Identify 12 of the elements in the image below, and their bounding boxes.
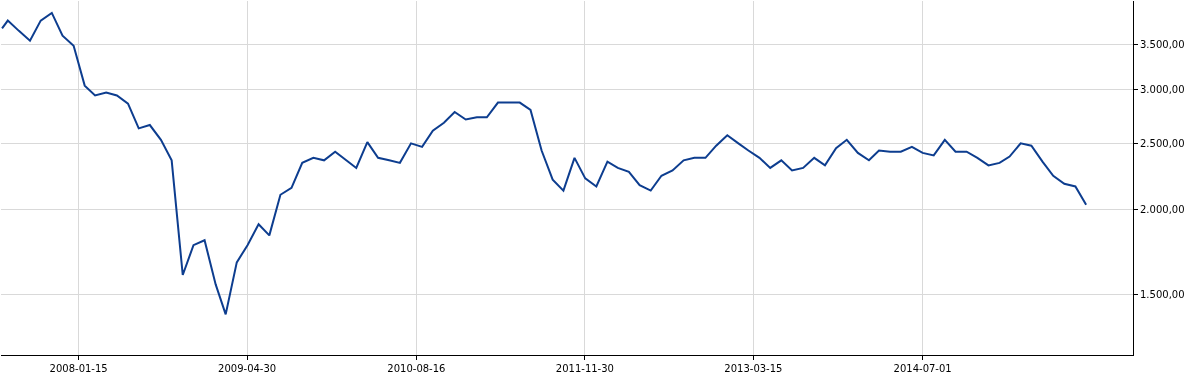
x-tick-label: 2008-01-15 bbox=[49, 363, 108, 374]
y-tick-label: 2.500,00 bbox=[1140, 137, 1185, 149]
y-tick-label: 1.500,00 bbox=[1140, 288, 1185, 300]
line-series bbox=[1, 11, 1088, 316]
x-tick-label: 2009-04-30 bbox=[218, 363, 277, 374]
y-tick-label: 3.000,00 bbox=[1140, 84, 1185, 96]
x-tick-label: 2011-11-30 bbox=[555, 363, 614, 374]
x-tick-label: 2014-07-01 bbox=[893, 363, 952, 374]
y-tick-label: 3.500,00 bbox=[1140, 38, 1185, 50]
x-tick-label: 2010-08-16 bbox=[387, 363, 446, 374]
x-tick-label: 2013-03-15 bbox=[724, 363, 783, 374]
y-tick-label: 2.000,00 bbox=[1140, 203, 1185, 215]
